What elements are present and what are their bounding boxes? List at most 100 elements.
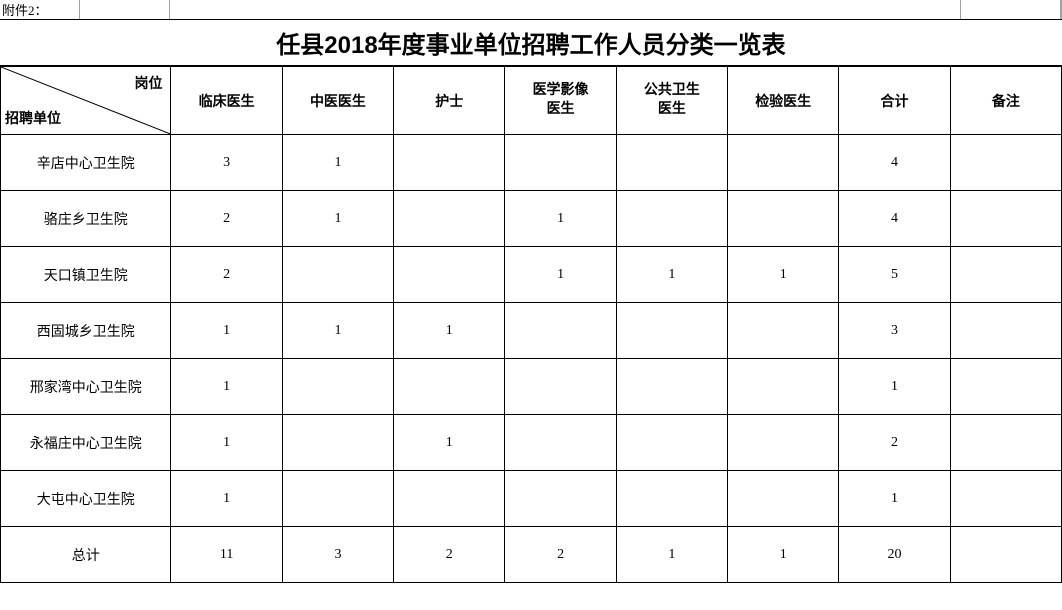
data-cell xyxy=(950,359,1061,415)
table-title: 任县2018年度事业单位招聘工作人员分类一览表 xyxy=(0,20,1062,66)
data-cell xyxy=(282,247,393,303)
table-row: 大屯中心卫生院11 xyxy=(1,471,1062,527)
unit-cell: 总计 xyxy=(1,527,171,583)
data-cell xyxy=(616,415,727,471)
top-cell xyxy=(170,0,961,19)
data-cell xyxy=(616,359,727,415)
data-cell xyxy=(950,527,1061,583)
data-cell: 4 xyxy=(839,135,950,191)
table-row: 邢家湾中心卫生院11 xyxy=(1,359,1062,415)
table-row: 骆庄乡卫生院2114 xyxy=(1,191,1062,247)
data-cell: 5 xyxy=(839,247,950,303)
data-cell xyxy=(616,471,727,527)
data-cell xyxy=(394,359,505,415)
unit-cell: 永福庄中心卫生院 xyxy=(1,415,171,471)
col-header: 备注 xyxy=(950,67,1061,135)
col-header: 护士 xyxy=(394,67,505,135)
data-cell xyxy=(394,191,505,247)
data-cell: 1 xyxy=(282,303,393,359)
col-header: 检验医生 xyxy=(728,67,839,135)
unit-cell: 天口镇卫生院 xyxy=(1,247,171,303)
data-cell xyxy=(728,303,839,359)
data-cell xyxy=(282,359,393,415)
data-cell: 3 xyxy=(171,135,282,191)
data-cell xyxy=(394,135,505,191)
data-cell xyxy=(616,191,727,247)
data-cell: 1 xyxy=(171,359,282,415)
data-cell: 2 xyxy=(839,415,950,471)
data-cell: 4 xyxy=(839,191,950,247)
data-cell xyxy=(950,415,1061,471)
data-cell xyxy=(950,247,1061,303)
data-cell: 11 xyxy=(171,527,282,583)
table-row: 辛店中心卫生院31 4 xyxy=(1,135,1062,191)
data-cell: 1 xyxy=(171,471,282,527)
table-row: 永福庄中心卫生院112 xyxy=(1,415,1062,471)
attachment-label: 附件2： xyxy=(0,0,80,19)
data-cell: 2 xyxy=(394,527,505,583)
recruitment-table: 岗位 招聘单位 临床医生 中医医生 护士 医学影像医生 公共卫生医生 检验医生 … xyxy=(0,66,1062,583)
data-cell: 20 xyxy=(839,527,950,583)
data-cell: 3 xyxy=(839,303,950,359)
top-cell xyxy=(961,0,1061,19)
top-ruler-row: 附件2： xyxy=(0,0,1062,20)
data-cell: 1 xyxy=(839,471,950,527)
data-cell: 1 xyxy=(282,135,393,191)
data-cell xyxy=(505,135,616,191)
top-cell xyxy=(80,0,170,19)
data-cell xyxy=(950,191,1061,247)
data-cell xyxy=(282,471,393,527)
data-cell xyxy=(728,359,839,415)
col-header: 中医医生 xyxy=(282,67,393,135)
diag-top-label: 岗位 xyxy=(134,73,162,93)
data-cell xyxy=(950,135,1061,191)
diag-bottom-label: 招聘单位 xyxy=(5,108,61,128)
table-row: 总计113221120 xyxy=(1,527,1062,583)
data-cell: 1 xyxy=(728,527,839,583)
table-body: 辛店中心卫生院314骆庄乡卫生院2114天口镇卫生院21115西固城乡卫生院11… xyxy=(1,135,1062,583)
header-row: 岗位 招聘单位 临床医生 中医医生 护士 医学影像医生 公共卫生医生 检验医生 … xyxy=(1,67,1062,135)
data-cell: 1 xyxy=(394,303,505,359)
data-cell: 2 xyxy=(171,247,282,303)
data-cell: 2 xyxy=(171,191,282,247)
data-cell: 1 xyxy=(171,415,282,471)
data-cell xyxy=(505,415,616,471)
col-header: 合计 xyxy=(839,67,950,135)
data-cell xyxy=(394,471,505,527)
data-cell xyxy=(728,191,839,247)
data-cell: 1 xyxy=(839,359,950,415)
data-cell xyxy=(728,471,839,527)
unit-cell: 西固城乡卫生院 xyxy=(1,303,171,359)
data-cell xyxy=(950,471,1061,527)
data-cell: 1 xyxy=(505,191,616,247)
data-cell xyxy=(282,415,393,471)
data-cell: 3 xyxy=(282,527,393,583)
data-cell: 1 xyxy=(282,191,393,247)
data-cell xyxy=(950,303,1061,359)
unit-cell: 大屯中心卫生院 xyxy=(1,471,171,527)
diagonal-header: 岗位 招聘单位 xyxy=(1,67,171,135)
data-cell xyxy=(728,135,839,191)
title-text: 任县2018年度事业单位招聘工作人员分类一览表 xyxy=(276,25,785,60)
data-cell: 1 xyxy=(616,527,727,583)
data-cell: 1 xyxy=(728,247,839,303)
data-cell xyxy=(728,415,839,471)
data-cell: 2 xyxy=(505,527,616,583)
data-cell xyxy=(505,471,616,527)
col-header: 临床医生 xyxy=(171,67,282,135)
table-row: 西固城乡卫生院1113 xyxy=(1,303,1062,359)
table-row: 天口镇卫生院21115 xyxy=(1,247,1062,303)
data-cell: 1 xyxy=(394,415,505,471)
data-cell: 1 xyxy=(171,303,282,359)
data-cell xyxy=(505,359,616,415)
data-cell xyxy=(505,303,616,359)
data-cell xyxy=(616,303,727,359)
col-header: 医学影像医生 xyxy=(505,67,616,135)
unit-cell: 骆庄乡卫生院 xyxy=(1,191,171,247)
data-cell: 1 xyxy=(505,247,616,303)
data-cell xyxy=(616,135,727,191)
unit-cell: 辛店中心卫生院 xyxy=(1,135,171,191)
data-cell xyxy=(394,247,505,303)
unit-cell: 邢家湾中心卫生院 xyxy=(1,359,171,415)
col-header: 公共卫生医生 xyxy=(616,67,727,135)
